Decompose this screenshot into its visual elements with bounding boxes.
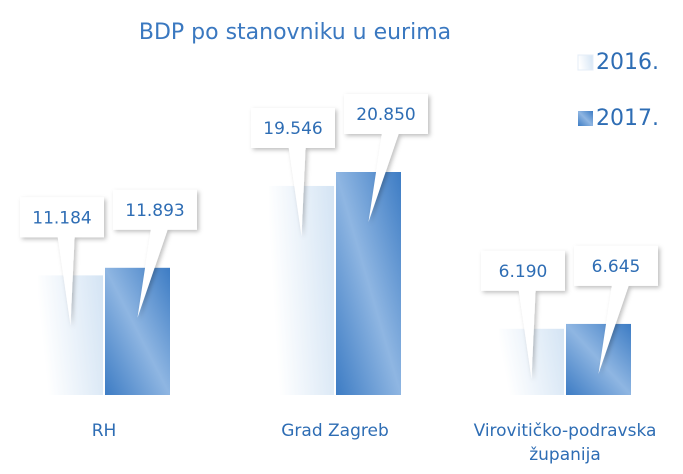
value-label: 11.184 (32, 208, 91, 228)
x-tick-label: RH (91, 421, 117, 441)
value-label: 6.190 (499, 262, 548, 282)
chart-title: BDP po stanovniku u eurima (139, 20, 451, 45)
value-label: 11.893 (125, 201, 184, 221)
callout (20, 197, 104, 326)
legend-label: 2016. (596, 50, 659, 75)
bar (566, 323, 631, 395)
x-tick-label: Grad Zagreb (281, 421, 389, 441)
legend-swatch (578, 111, 593, 126)
value-label: 19.546 (263, 119, 322, 139)
callout (481, 250, 565, 379)
value-label: 6.645 (592, 257, 641, 277)
bar (336, 172, 401, 395)
callout (574, 245, 658, 374)
callout (113, 189, 197, 318)
legend-swatch (577, 54, 594, 71)
x-tick-label: Virovitičko-podravska županija (473, 421, 657, 465)
value-label: 20.850 (356, 105, 415, 125)
legend-label: 2017. (596, 106, 659, 131)
callout (250, 107, 335, 236)
bar (105, 267, 170, 395)
callout (344, 94, 428, 222)
